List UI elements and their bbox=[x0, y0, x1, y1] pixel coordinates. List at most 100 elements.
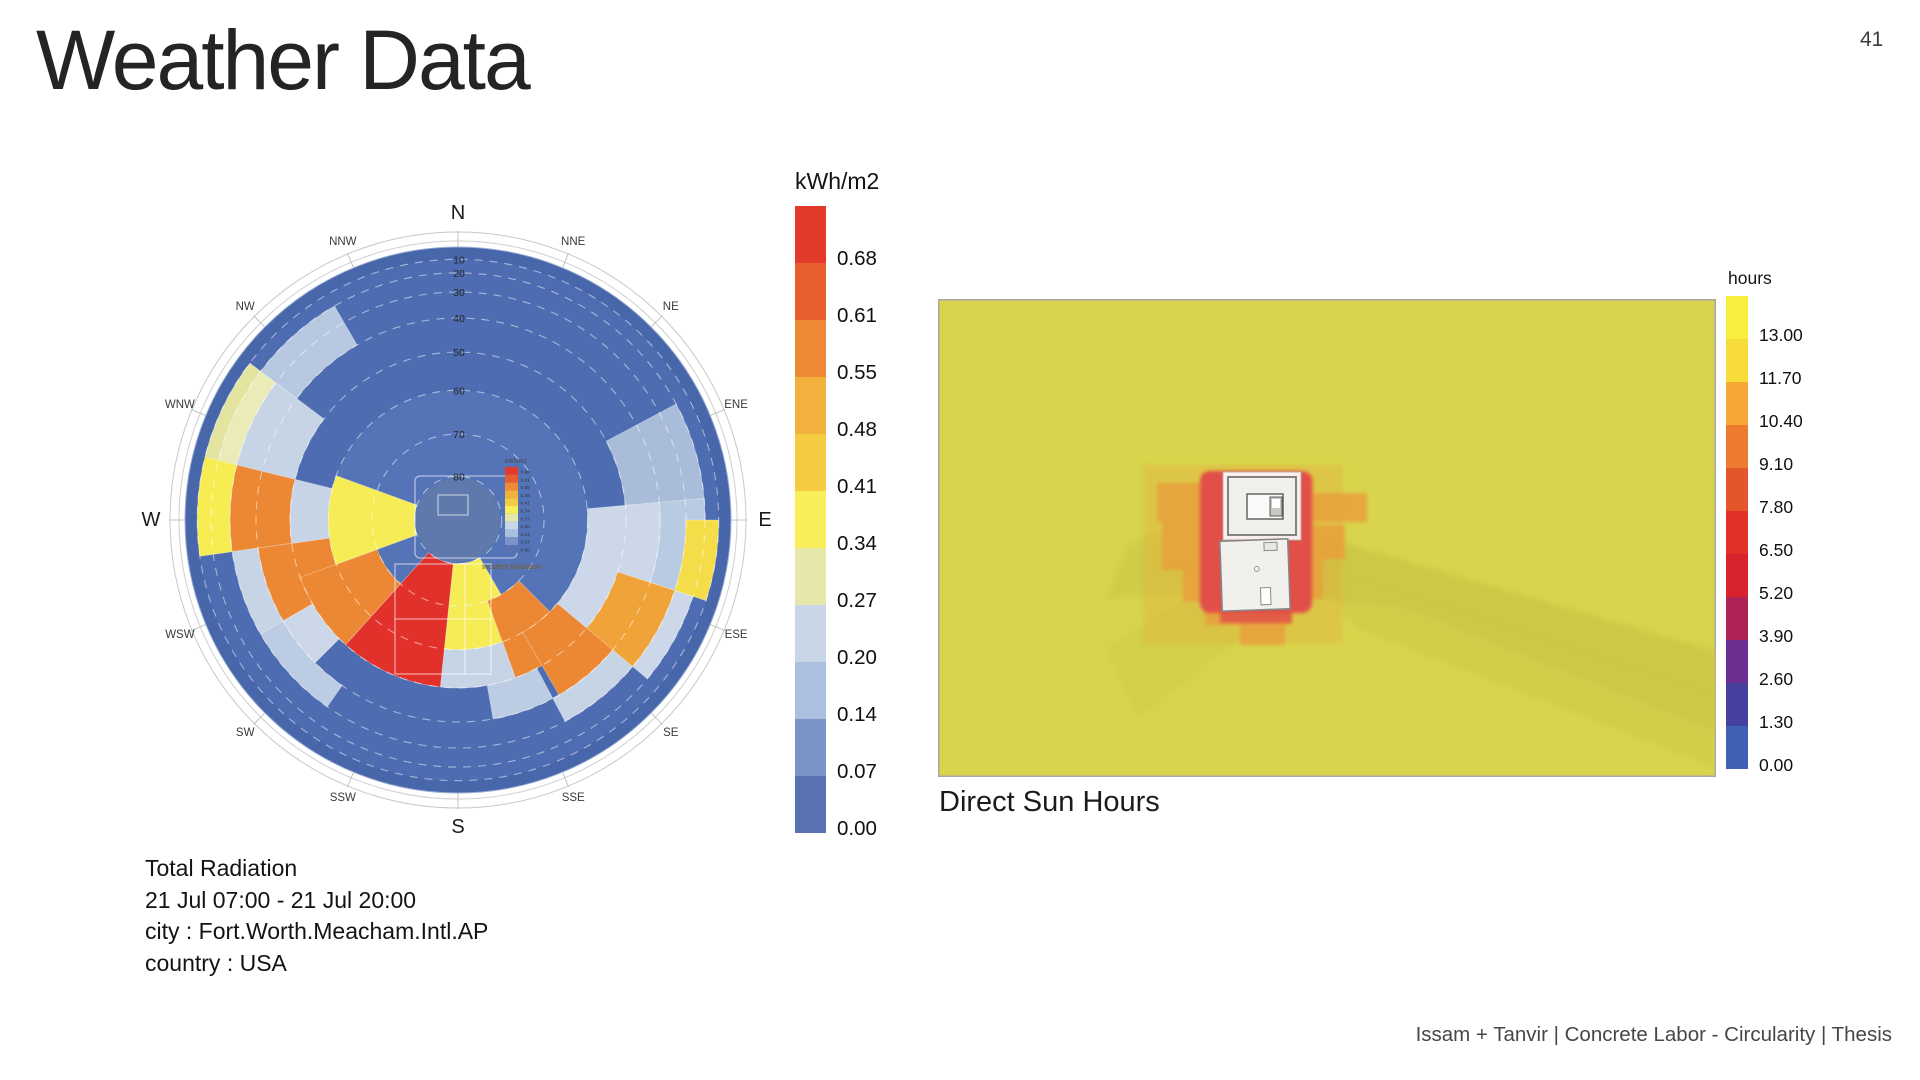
compass-tick bbox=[562, 772, 569, 788]
mini-legend-label: 0.27 bbox=[521, 516, 531, 522]
kwh-colorbar bbox=[795, 206, 826, 833]
mini-legend-label: 0.20 bbox=[521, 524, 531, 530]
altitude-ring bbox=[210, 272, 706, 768]
altitude-label-70: 70 bbox=[453, 429, 465, 441]
mini-legend-title: kWh/m2 bbox=[505, 459, 528, 465]
caption-line-country: country : USA bbox=[145, 949, 287, 976]
mini-legend-segment bbox=[505, 521, 518, 530]
caption-line-city: city : Fort.Worth.Meacham.Intl.AP bbox=[145, 918, 489, 944]
hours-colorbar bbox=[1726, 296, 1748, 769]
altitude-ring bbox=[255, 317, 661, 723]
hours-colorbar-segment bbox=[1726, 296, 1748, 339]
caption-line-title: Total Radiation bbox=[145, 855, 298, 881]
mini-legend-segment bbox=[505, 537, 518, 545]
kwh-colorbar-segment bbox=[795, 662, 826, 719]
mini-legend-segment bbox=[505, 474, 518, 483]
mini-legend-label: 0.68 bbox=[521, 470, 531, 476]
compass-label-NW: NW bbox=[236, 301, 255, 313]
rose-sector bbox=[486, 667, 554, 720]
building-lower bbox=[1218, 538, 1292, 612]
building-lower-detail-1 bbox=[1263, 541, 1278, 552]
compass-tick bbox=[347, 252, 354, 268]
sun-map-part bbox=[1323, 525, 1345, 559]
building-upper bbox=[1227, 476, 1297, 536]
mini-legend-segment bbox=[505, 490, 518, 499]
hours-colorbar-segment bbox=[1726, 726, 1748, 769]
mini-legend-segment bbox=[505, 529, 518, 538]
kwh-colorbar-label: 0.20 bbox=[837, 645, 877, 669]
compass-tick bbox=[651, 315, 663, 327]
kwh-colorbar-label: 0.00 bbox=[837, 816, 877, 840]
mini-legend-label: 0.14 bbox=[521, 532, 531, 538]
sun-map-part bbox=[1313, 493, 1367, 522]
hours-colorbar-label: 13.00 bbox=[1759, 324, 1803, 345]
direct-sun-hours-svg bbox=[938, 299, 1716, 777]
altitude-label-30: 30 bbox=[453, 287, 465, 299]
page-number: 41 bbox=[1860, 28, 1884, 51]
building-lower-group bbox=[1218, 538, 1292, 612]
compass-label-NNW: NNW bbox=[329, 236, 357, 248]
mini-legend-segment bbox=[505, 498, 518, 506]
hours-colorbar-segment bbox=[1726, 511, 1748, 554]
rose-sector bbox=[289, 478, 333, 544]
altitude-label-60: 60 bbox=[453, 385, 465, 397]
mini-legend-label: 0.07 bbox=[521, 540, 531, 546]
hours-colorbar-segment bbox=[1726, 554, 1748, 597]
compass-label-WSW: WSW bbox=[165, 629, 195, 641]
compass-tick bbox=[190, 624, 206, 631]
hours-legend-title: hours bbox=[1728, 268, 1772, 288]
kwh-legend: kWh/m2 0.68 0.61 0.55 0.48 0.41 0.34 0.27 0.20 0… bbox=[795, 168, 930, 848]
kwh-colorbar-segment bbox=[795, 263, 826, 320]
compass-tick bbox=[253, 315, 265, 327]
building-upper-shaft-cell bbox=[1272, 499, 1280, 508]
rose-part bbox=[437, 494, 469, 516]
building-plan-overlay bbox=[394, 475, 518, 675]
compass-tick bbox=[253, 713, 265, 725]
altitude-ring bbox=[327, 389, 589, 651]
rose-sector bbox=[229, 464, 296, 553]
sun-map-part bbox=[1240, 625, 1285, 645]
kwh-colorbar-segment bbox=[795, 719, 826, 776]
altitude-label-40: 40 bbox=[453, 313, 465, 325]
compass-tick bbox=[651, 713, 663, 725]
kwh-colorbar-label: 0.61 bbox=[837, 303, 877, 327]
mini-legend-label: 0.61 bbox=[521, 477, 531, 483]
radiation-rose-chart: kWh/m2 0.68 0.61 0.55 0.48 0.41 0.34 0.27 0.20 0.… bbox=[108, 170, 808, 870]
radiation-caption: Total Radiation 21 Jul 07:00 - 21 Jul 20… bbox=[145, 853, 488, 979]
altitude-label-50: 50 bbox=[453, 347, 465, 359]
compass-label-NE: NE bbox=[663, 301, 679, 313]
sun-map-part bbox=[1298, 554, 1714, 767]
building-lower-detail-3 bbox=[1253, 565, 1260, 572]
hours-colorbar-segment bbox=[1726, 382, 1748, 425]
hours-colorbar-label: 1.30 bbox=[1759, 711, 1794, 732]
mini-legend-label: 0.41 bbox=[521, 501, 531, 507]
kwh-colorbar-label: 0.41 bbox=[837, 474, 877, 498]
kwh-colorbar-segment bbox=[795, 206, 826, 263]
hours-colorbar-label: 2.60 bbox=[1759, 668, 1794, 689]
kwh-legend-title: kWh/m2 bbox=[795, 168, 880, 194]
direct-sun-hours-chart bbox=[938, 299, 1716, 777]
hours-colorbar-segment bbox=[1726, 425, 1748, 468]
mini-legend-segment bbox=[505, 467, 518, 475]
compass-label-ENE: ENE bbox=[724, 399, 748, 411]
sun-map-part bbox=[1157, 483, 1202, 522]
incident-radiation-mini-legend: kWh/m2 0.680.61 0.55 0.48 0.41 0.340.27 0.20 0.… bbox=[482, 459, 542, 571]
kwh-colorbar-segment bbox=[795, 605, 826, 662]
footer-credit: Issam + Tanvir | Concrete Labor - Circul… bbox=[1415, 1023, 1892, 1046]
kwh-colorbar-segment bbox=[795, 548, 826, 605]
hours-colorbar-label: 6.50 bbox=[1759, 539, 1794, 560]
altitude-ring bbox=[371, 433, 545, 607]
page-title: Weather Data bbox=[36, 13, 531, 107]
hours-colorbar-label: 11.70 bbox=[1759, 367, 1802, 388]
compass-label-E: E bbox=[758, 509, 771, 531]
zenith-cap bbox=[415, 477, 501, 563]
kwh-colorbar-segment bbox=[795, 776, 826, 833]
mini-legend-segment bbox=[505, 506, 518, 514]
compass-label-SSE: SSE bbox=[562, 792, 585, 804]
kwh-colorbar-segment bbox=[795, 491, 826, 548]
hours-colorbar-label: 0.00 bbox=[1759, 754, 1794, 775]
hours-colorbar-segment bbox=[1726, 683, 1748, 726]
compass-label-W: W bbox=[142, 509, 161, 531]
hours-colorbar-segment bbox=[1726, 339, 1748, 382]
